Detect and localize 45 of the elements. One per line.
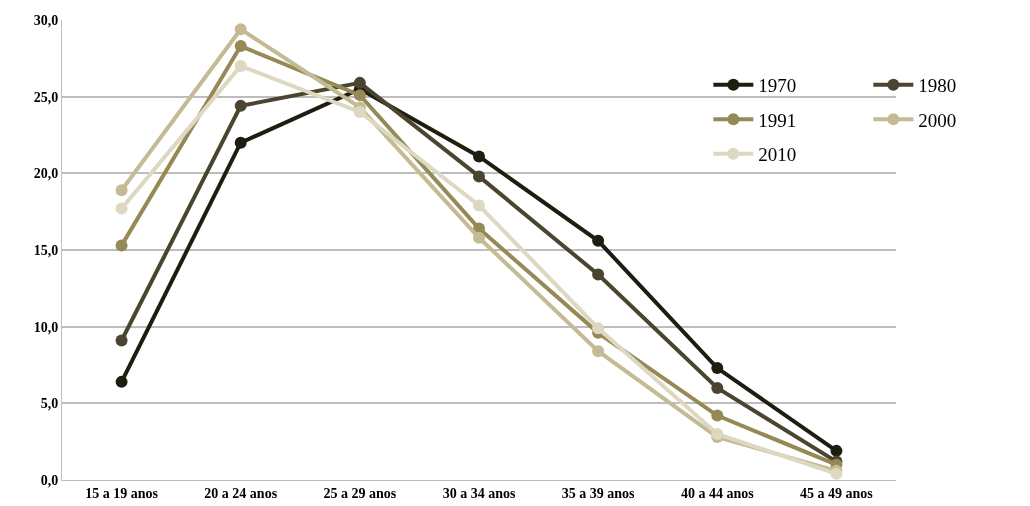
point [711,409,724,422]
point [592,345,605,358]
x-tick-label: 40 a 44 anos [680,485,755,501]
point [711,382,724,394]
y-tick-label: 25,0 [33,89,59,105]
x-tick-label: 45 a 49 anos [800,485,874,501]
point [234,60,247,72]
legend-label: 1991 [758,109,797,131]
point [592,268,605,281]
point [353,106,366,118]
point [592,322,605,335]
x-tick-label: 30 a 34 anos [442,485,516,501]
x-tick-label: 35 a 39 anos [561,485,636,501]
y-tick-label: 0,0 [40,472,59,488]
point [115,375,128,388]
point [711,428,724,440]
legend-label: 1970 [758,75,797,97]
point [115,334,128,347]
point [115,184,128,197]
x-tick-label: 20 a 24 anos [204,485,278,501]
point [234,99,247,112]
point [473,150,485,163]
legend-label: 2000 [918,109,957,131]
point [830,444,843,457]
point [473,199,485,212]
y-tick-label: 15,0 [33,242,59,258]
point [353,89,366,102]
point [353,76,366,89]
point [473,170,485,183]
point [115,239,128,252]
x-tick-label: 15 a 19 anos [85,485,159,501]
point [234,40,247,53]
point [711,362,724,375]
point [115,202,128,215]
y-tick-label: 30,0 [33,12,59,28]
y-tick-label: 10,0 [33,319,59,335]
y-tick-label: 5,0 [40,396,59,412]
point [234,136,247,149]
y-tick-label: 20,0 [33,166,59,182]
point [234,23,247,36]
x-tick-label: 25 a 29 anos [323,485,397,501]
legend-label: 1980 [918,75,957,97]
point [473,231,485,244]
legend-label: 2010 [758,144,797,166]
point [592,234,605,247]
